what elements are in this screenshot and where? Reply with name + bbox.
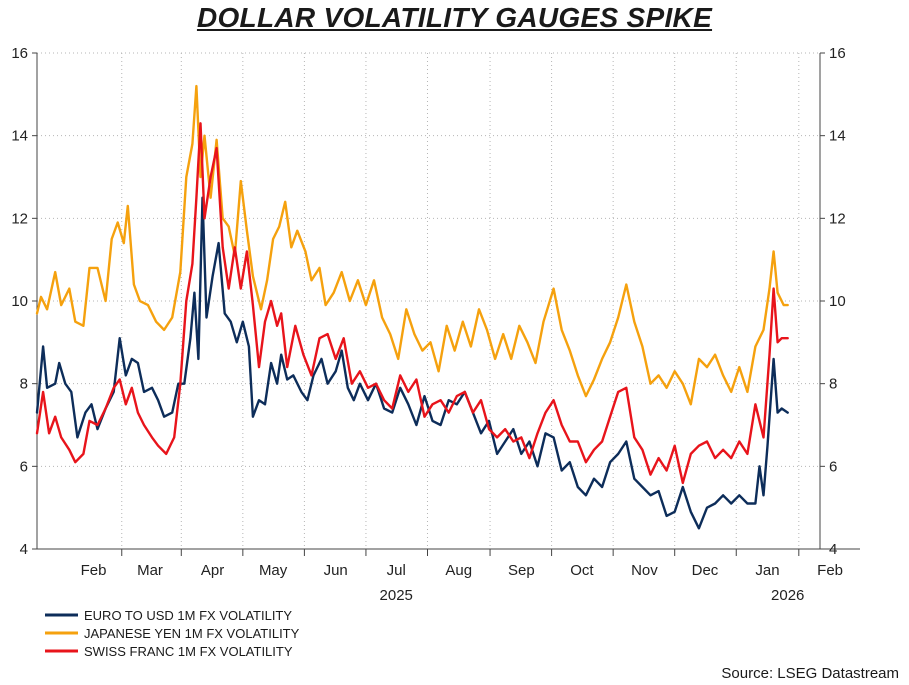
source-note: Source: LSEG Datastream bbox=[721, 665, 899, 682]
y-tick-label-left: 12 bbox=[11, 210, 28, 227]
y-tick-label-left: 6 bbox=[20, 458, 28, 475]
y-tick-label-right: 14 bbox=[829, 128, 846, 145]
y-tick-label-left: 4 bbox=[20, 541, 28, 558]
chart-title: DOLLAR VOLATILITY GAUGES SPIKE bbox=[196, 2, 713, 33]
x-month-label: Dec bbox=[692, 562, 719, 579]
x-month-label: Feb bbox=[817, 562, 843, 579]
x-year-label: 2025 bbox=[380, 587, 413, 604]
legend-label: EURO TO USD 1M FX VOLATILITY bbox=[84, 608, 292, 623]
x-month-label: Nov bbox=[631, 562, 658, 579]
series-line bbox=[35, 196, 789, 530]
x-month-label: Jun bbox=[324, 562, 348, 579]
axes bbox=[32, 52, 860, 556]
y-tick-label-right: 6 bbox=[829, 458, 837, 475]
legend: EURO TO USD 1M FX VOLATILITY JAPANESE YEN… bbox=[45, 608, 300, 659]
y-tick-label-right: 4 bbox=[829, 541, 837, 558]
x-month-label: Mar bbox=[137, 562, 163, 579]
x-month-label: Jan bbox=[755, 562, 779, 579]
series-lines bbox=[35, 84, 789, 530]
y-tick-label-left: 10 bbox=[11, 293, 28, 310]
x-month-label: Feb bbox=[81, 562, 107, 579]
x-month-label: Jul bbox=[387, 562, 406, 579]
y-tick-label-left: 8 bbox=[20, 376, 28, 393]
x-month-label: May bbox=[259, 562, 288, 579]
tick-labels: 4 4 6 6 8 8 10 10 12 12 14 14 16 16 Feb Mar Apr May Jun Jul… bbox=[11, 45, 845, 604]
x-month-label: Oct bbox=[570, 562, 594, 579]
x-year-label: 2026 bbox=[771, 587, 804, 604]
series-line bbox=[35, 122, 789, 485]
legend-label: JAPANESE YEN 1M FX VOLATILITY bbox=[84, 626, 300, 641]
y-tick-label-left: 14 bbox=[11, 128, 28, 145]
y-tick-label-right: 12 bbox=[829, 210, 846, 227]
x-month-label: Aug bbox=[445, 562, 472, 579]
grid-lines bbox=[37, 52, 820, 550]
legend-label: SWISS FRANC 1M FX VOLATILITY bbox=[84, 644, 293, 659]
x-month-label: Sep bbox=[508, 562, 535, 579]
y-tick-label-left: 16 bbox=[11, 45, 28, 62]
y-tick-label-right: 8 bbox=[829, 376, 837, 393]
y-tick-label-right: 10 bbox=[829, 293, 846, 310]
x-month-label: Apr bbox=[201, 562, 224, 579]
series-line bbox=[35, 84, 789, 406]
y-tick-label-right: 16 bbox=[829, 45, 846, 62]
